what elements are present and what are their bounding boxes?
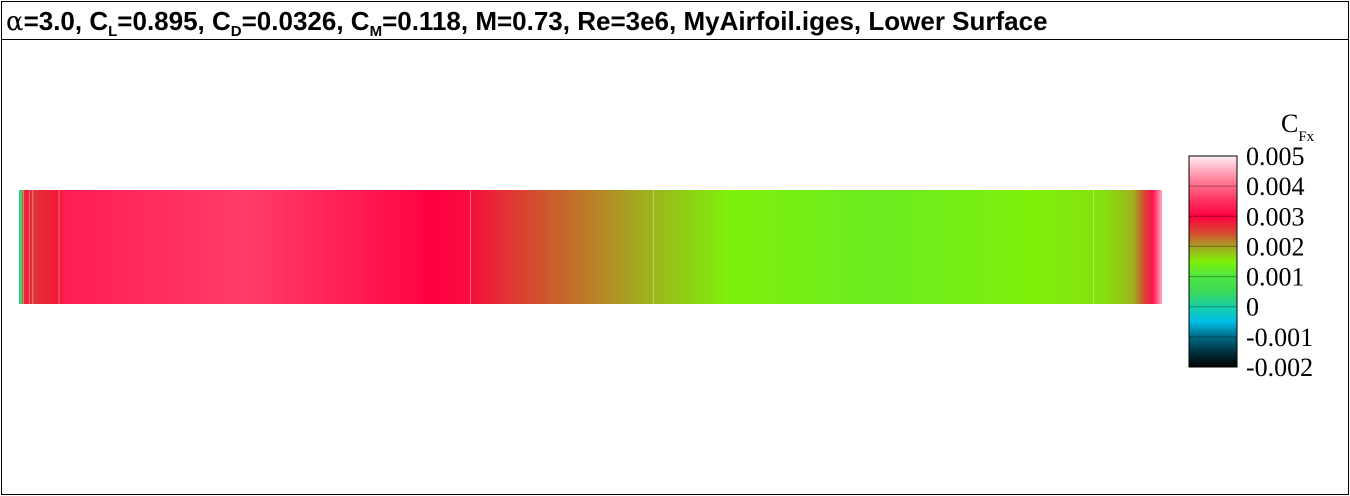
- title-bar: α=3.0, CL=0.895, CD=0.0326, CM=0.118, M=…: [2, 2, 1348, 40]
- colorbar-tick-label: -0.002: [1246, 353, 1313, 382]
- colorbar-tick-label: 0.003: [1246, 202, 1305, 231]
- title-cm-value: =0.118, M=0.73, Re=3e6, MyAirfoil.iges, …: [382, 6, 1048, 36]
- title-alpha-symbol: α: [6, 7, 24, 37]
- colorbar-tick-label: -0.001: [1246, 323, 1313, 352]
- colorbar-tick-label: 0.005: [1246, 142, 1305, 171]
- title-cl-value: =0.895,: [117, 6, 212, 36]
- colorbar-tick-label: 0.001: [1246, 263, 1305, 292]
- colorbar-tick-label: 0.004: [1246, 172, 1305, 201]
- colorbar-tick-label: 0.002: [1246, 232, 1305, 261]
- title-alpha-value: =3.0,: [23, 6, 90, 36]
- title-cd-label: C: [212, 6, 231, 36]
- title-cd-value: =0.0326,: [241, 6, 351, 36]
- title-cd-subscript: D: [230, 23, 242, 40]
- surface-contour-strip: [19, 190, 1162, 304]
- panel-edges: [23, 190, 1094, 304]
- title-cm-subscript: M: [369, 23, 383, 40]
- title-cl-label: C: [89, 6, 109, 36]
- title-cm-label: C: [350, 6, 370, 36]
- colorbar-title-subscript: Fx: [1298, 129, 1314, 145]
- title-cl-subscript: L: [108, 23, 118, 40]
- plot-title: α=3.0, CL=0.895, CD=0.0326, CM=0.118, M=…: [6, 6, 1048, 40]
- colorbar-title-main: C: [1281, 109, 1298, 138]
- colorbar-tick-label: 0: [1246, 293, 1259, 322]
- colorbar-title: CFx: [1281, 109, 1315, 145]
- colorbar: [1188, 155, 1238, 368]
